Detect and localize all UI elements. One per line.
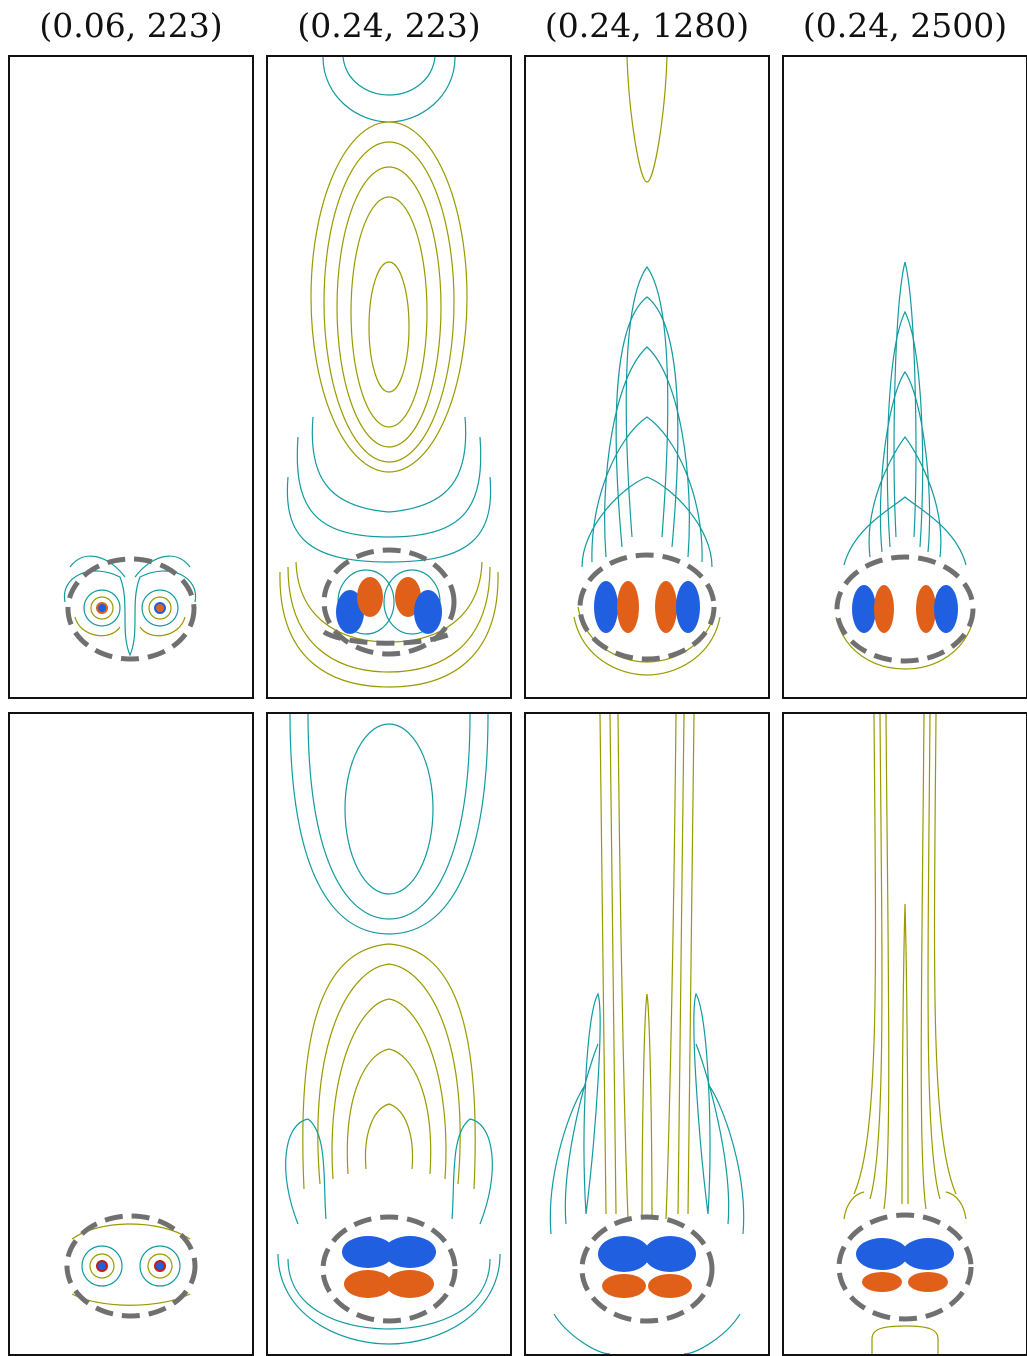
panel-bottom-4 bbox=[782, 712, 1027, 1356]
vortex-4-blue bbox=[676, 581, 700, 633]
panel-top-2 bbox=[266, 55, 512, 699]
vortex-4-blue bbox=[934, 585, 958, 633]
vortex-bottom-left-orange bbox=[862, 1272, 902, 1292]
vortex-2-orange bbox=[617, 581, 639, 633]
vortex-3-orange bbox=[655, 581, 677, 633]
boundary-dashed bbox=[834, 554, 976, 664]
panel-bottom-2 bbox=[266, 712, 512, 1356]
vortex-left-blue bbox=[336, 590, 364, 634]
core-left bbox=[96, 1260, 108, 1272]
panel-top-4 bbox=[782, 55, 1027, 699]
vortex-bottom-left-orange bbox=[602, 1274, 646, 1298]
boundary-dashed bbox=[320, 1214, 458, 1324]
contour-plot-top-4 bbox=[834, 261, 976, 670]
column-title-2: (0.24, 223) bbox=[297, 6, 481, 45]
vortex-bottom-right-orange bbox=[386, 1270, 434, 1298]
vortex-right-blue bbox=[414, 590, 442, 634]
vortex-top-right-blue bbox=[384, 1236, 436, 1268]
panel-top-3 bbox=[524, 55, 770, 699]
contour-plot-top-1 bbox=[63, 555, 197, 662]
core-right bbox=[154, 1260, 166, 1272]
boundary-dashed bbox=[65, 556, 197, 662]
vortex-2-orange bbox=[874, 585, 894, 633]
column-title-4: (0.24, 2500) bbox=[802, 6, 1008, 45]
core-right bbox=[154, 602, 166, 614]
vortex-1-blue bbox=[852, 585, 876, 633]
vortex-top-left-blue bbox=[598, 1236, 650, 1272]
boundary-dashed bbox=[836, 1212, 974, 1322]
column-title-3: (0.24, 1280) bbox=[544, 6, 750, 45]
vortex-left-orange bbox=[357, 577, 383, 617]
boundary-dashed bbox=[321, 547, 457, 657]
vortex-top-right-blue bbox=[902, 1238, 954, 1270]
contour-plot-top-2 bbox=[279, 57, 499, 688]
vortex-top-right-blue bbox=[644, 1236, 696, 1272]
contour-plot-bottom-3 bbox=[549, 714, 745, 1354]
core-left bbox=[96, 602, 108, 614]
boundary-dashed bbox=[64, 1213, 198, 1319]
boundary-dashed bbox=[577, 552, 717, 662]
vortex-top-left-blue bbox=[856, 1238, 908, 1270]
contour-plot-bottom-1 bbox=[64, 1213, 198, 1319]
panel-bottom-3 bbox=[524, 712, 770, 1356]
contour-plot-bottom-2 bbox=[277, 714, 501, 1345]
contour-plot-bottom-4 bbox=[836, 714, 974, 1354]
column-title-1: (0.06, 223) bbox=[39, 6, 223, 45]
vortex-top-left-blue bbox=[342, 1236, 394, 1268]
vortex-1-blue bbox=[594, 581, 618, 633]
contour-plot-top-3 bbox=[573, 57, 721, 676]
boundary-dashed bbox=[579, 1214, 715, 1324]
vortex-bottom-right-orange bbox=[908, 1272, 948, 1292]
panel-bottom-1 bbox=[8, 712, 254, 1356]
vortex-3-orange bbox=[916, 585, 936, 633]
panel-top-1 bbox=[8, 55, 254, 699]
vortex-bottom-left-orange bbox=[344, 1270, 392, 1298]
vortex-bottom-right-orange bbox=[648, 1274, 692, 1298]
